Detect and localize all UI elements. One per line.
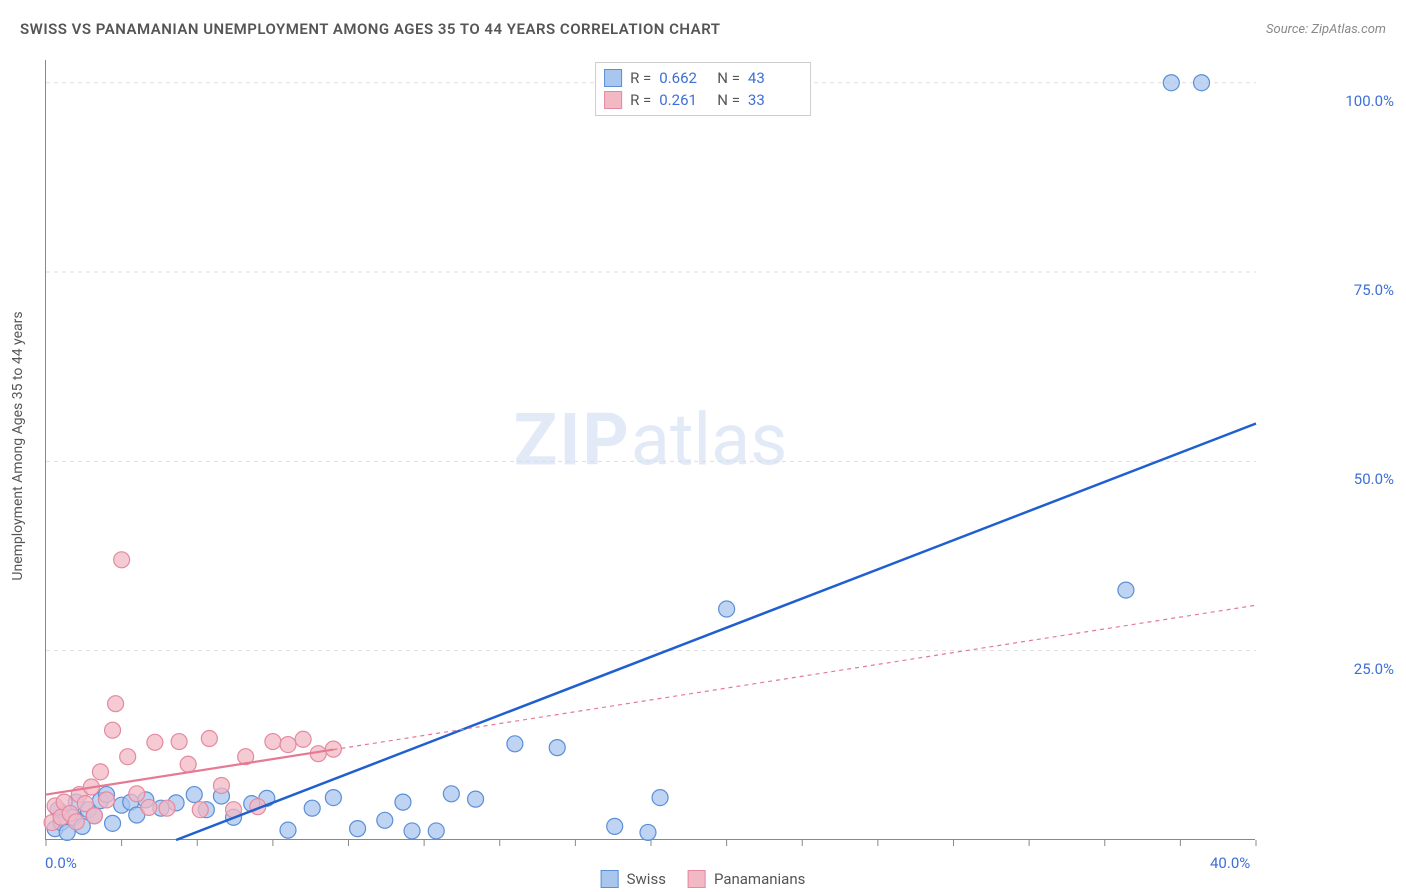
stat-n-swiss: 43 — [748, 67, 798, 89]
y-tick-label: 25.0% — [1354, 660, 1394, 678]
stat-n-label: N = — [717, 67, 740, 89]
legend-label-swiss: Swiss — [627, 870, 666, 888]
legend-item-panamanians: Panamanians — [688, 870, 805, 888]
stat-r-swiss: 0.662 — [659, 67, 709, 89]
swatch-swiss — [604, 69, 622, 87]
stat-row-swiss: R = 0.662 N = 43 — [604, 67, 798, 89]
legend-swatch-panamanians — [688, 870, 706, 888]
y-tick-label: 75.0% — [1354, 281, 1394, 299]
swatch-panamanians — [604, 91, 622, 109]
x-tick-label: 40.0% — [1210, 854, 1250, 872]
legend-label-panamanians: Panamanians — [714, 870, 805, 888]
plot-area: ZIPatlas — [45, 60, 1255, 840]
stat-n-label: N = — [717, 89, 740, 111]
stat-r-label: R = — [630, 89, 651, 111]
stat-legend: R = 0.662 N = 43 R = 0.261 N = 33 — [595, 62, 811, 116]
legend-item-swiss: Swiss — [601, 870, 666, 888]
source-attribution: Source: ZipAtlas.com — [1266, 22, 1386, 37]
y-tick-label: 50.0% — [1354, 470, 1394, 488]
scatter-svg — [46, 60, 1256, 840]
chart-title: SWISS VS PANAMANIAN UNEMPLOYMENT AMONG A… — [20, 20, 720, 38]
stat-n-panamanians: 33 — [748, 89, 798, 111]
series-legend: Swiss Panamanians — [601, 870, 806, 888]
y-axis-label: Unemployment Among Ages 35 to 44 years — [10, 311, 26, 580]
stat-row-panamanians: R = 0.261 N = 33 — [604, 89, 798, 111]
x-tick-label: 0.0% — [45, 854, 77, 872]
stat-r-panamanians: 0.261 — [659, 89, 709, 111]
y-tick-label: 100.0% — [1345, 92, 1394, 110]
stat-r-label: R = — [630, 67, 651, 89]
legend-swatch-swiss — [601, 870, 619, 888]
